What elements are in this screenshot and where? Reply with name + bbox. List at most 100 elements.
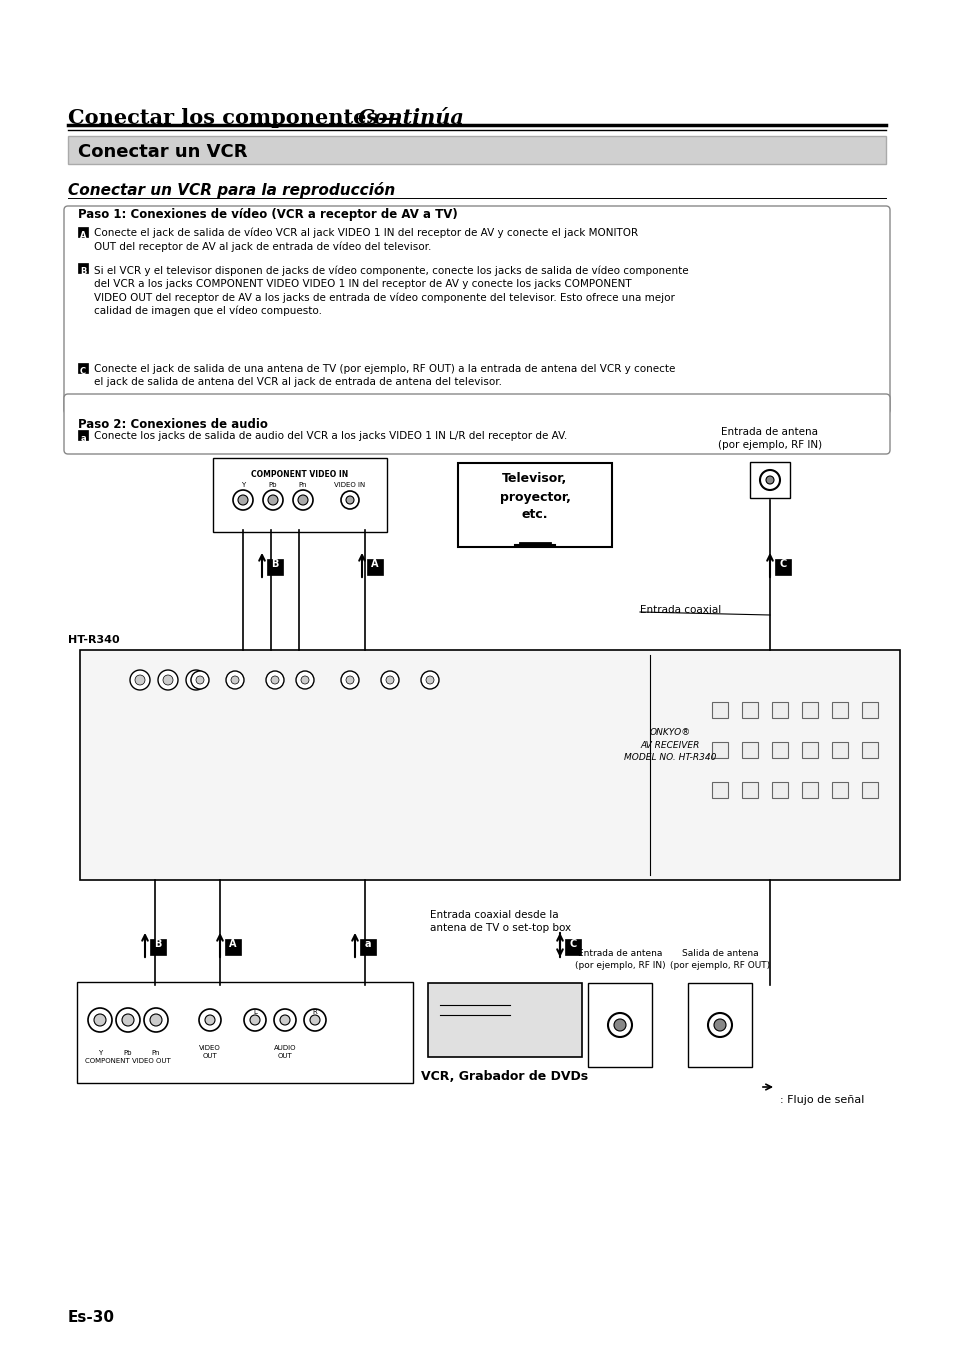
Text: Paso 2: Conexiones de audio: Paso 2: Conexiones de audio bbox=[78, 417, 268, 431]
Bar bbox=[801, 703, 817, 717]
Text: B: B bbox=[80, 267, 86, 276]
Text: R: R bbox=[313, 1009, 317, 1015]
FancyBboxPatch shape bbox=[78, 263, 88, 273]
Circle shape bbox=[244, 1009, 266, 1031]
Text: HT-R340: HT-R340 bbox=[68, 635, 119, 644]
Circle shape bbox=[266, 671, 284, 689]
FancyBboxPatch shape bbox=[267, 559, 283, 576]
Bar bbox=[801, 742, 817, 758]
Circle shape bbox=[231, 676, 239, 684]
Bar bbox=[831, 782, 847, 798]
FancyBboxPatch shape bbox=[225, 939, 241, 955]
Circle shape bbox=[150, 1015, 162, 1025]
Text: COMPONENT VIDEO OUT: COMPONENT VIDEO OUT bbox=[85, 1058, 171, 1065]
Circle shape bbox=[237, 494, 248, 505]
Circle shape bbox=[116, 1008, 140, 1032]
Circle shape bbox=[304, 1009, 326, 1031]
Text: Entrada coaxial desde la
antena de TV o set-top box: Entrada coaxial desde la antena de TV o … bbox=[430, 911, 571, 934]
Circle shape bbox=[293, 490, 313, 509]
Circle shape bbox=[346, 676, 354, 684]
FancyBboxPatch shape bbox=[367, 559, 382, 576]
Circle shape bbox=[263, 490, 283, 509]
Circle shape bbox=[295, 671, 314, 689]
Bar bbox=[771, 742, 787, 758]
Text: VCR, Grabador de DVDs: VCR, Grabador de DVDs bbox=[421, 1070, 588, 1084]
Bar bbox=[801, 782, 817, 798]
FancyBboxPatch shape bbox=[687, 984, 751, 1067]
Text: Entrada de antena
(por ejemplo, RF IN): Entrada de antena (por ejemplo, RF IN) bbox=[718, 427, 821, 450]
Text: a: a bbox=[364, 939, 371, 948]
Text: VIDEO
OUT: VIDEO OUT bbox=[199, 1046, 221, 1058]
Text: AUDIO
OUT: AUDIO OUT bbox=[274, 1046, 296, 1058]
Text: B: B bbox=[271, 559, 278, 569]
Circle shape bbox=[199, 1009, 221, 1031]
FancyBboxPatch shape bbox=[64, 205, 889, 413]
Circle shape bbox=[380, 671, 398, 689]
Text: Paso 1: Conexiones de vídeo (VCR a receptor de AV a TV): Paso 1: Conexiones de vídeo (VCR a recep… bbox=[78, 208, 457, 222]
FancyBboxPatch shape bbox=[774, 559, 790, 576]
Circle shape bbox=[122, 1015, 133, 1025]
Bar bbox=[862, 703, 877, 717]
Text: Si el VCR y el televisor disponen de jacks de vídeo componente, conecte los jack: Si el VCR y el televisor disponen de jac… bbox=[94, 265, 688, 316]
FancyBboxPatch shape bbox=[64, 394, 889, 454]
FancyBboxPatch shape bbox=[457, 463, 612, 547]
Circle shape bbox=[163, 676, 172, 685]
Circle shape bbox=[713, 1019, 725, 1031]
Circle shape bbox=[271, 676, 278, 684]
Text: Conectar un VCR: Conectar un VCR bbox=[78, 143, 247, 161]
Text: Pn: Pn bbox=[152, 1050, 160, 1056]
Circle shape bbox=[191, 671, 209, 689]
Bar bbox=[741, 742, 758, 758]
Circle shape bbox=[420, 671, 438, 689]
FancyBboxPatch shape bbox=[359, 939, 375, 955]
Circle shape bbox=[94, 1015, 106, 1025]
Bar bbox=[741, 782, 758, 798]
FancyBboxPatch shape bbox=[78, 363, 88, 373]
Circle shape bbox=[191, 676, 201, 685]
Text: Pn: Pn bbox=[298, 482, 307, 488]
FancyBboxPatch shape bbox=[77, 982, 413, 1084]
Bar bbox=[831, 742, 847, 758]
Circle shape bbox=[340, 671, 358, 689]
Circle shape bbox=[297, 494, 308, 505]
Circle shape bbox=[614, 1019, 625, 1031]
Circle shape bbox=[310, 1015, 319, 1025]
Text: Salida de antena
(por ejemplo, RF OUT): Salida de antena (por ejemplo, RF OUT) bbox=[669, 950, 769, 970]
Text: Continúa: Continúa bbox=[357, 108, 464, 128]
Circle shape bbox=[158, 670, 178, 690]
Circle shape bbox=[135, 676, 145, 685]
Text: A: A bbox=[371, 559, 378, 569]
Text: Conecte el jack de salida de vídeo VCR al jack VIDEO 1 IN del receptor de AV y c: Conecte el jack de salida de vídeo VCR a… bbox=[94, 228, 638, 253]
FancyBboxPatch shape bbox=[78, 430, 88, 440]
Text: Televisor,
proyector,
etc.: Televisor, proyector, etc. bbox=[499, 473, 570, 521]
Circle shape bbox=[205, 1015, 214, 1025]
Text: Conectar un VCR para la reproducción: Conectar un VCR para la reproducción bbox=[68, 182, 395, 199]
Circle shape bbox=[386, 676, 394, 684]
FancyBboxPatch shape bbox=[150, 939, 166, 955]
Circle shape bbox=[760, 470, 780, 490]
Bar bbox=[862, 782, 877, 798]
FancyBboxPatch shape bbox=[564, 939, 580, 955]
Bar bbox=[711, 782, 727, 798]
Bar bbox=[831, 703, 847, 717]
Text: L: L bbox=[253, 1009, 256, 1015]
Circle shape bbox=[426, 676, 434, 684]
Circle shape bbox=[233, 490, 253, 509]
Circle shape bbox=[268, 494, 277, 505]
FancyBboxPatch shape bbox=[428, 984, 581, 1056]
Circle shape bbox=[280, 1015, 290, 1025]
Text: Conecte los jacks de salida de audio del VCR a los jacks VIDEO 1 IN L/R del rece: Conecte los jacks de salida de audio del… bbox=[94, 431, 567, 440]
Circle shape bbox=[301, 676, 309, 684]
Text: C: C bbox=[80, 367, 86, 376]
Text: COMPONENT VIDEO IN: COMPONENT VIDEO IN bbox=[251, 470, 348, 480]
Text: : Flujo de señal: : Flujo de señal bbox=[780, 1096, 863, 1105]
Circle shape bbox=[250, 1015, 260, 1025]
Bar bbox=[711, 742, 727, 758]
FancyBboxPatch shape bbox=[213, 458, 387, 532]
Circle shape bbox=[88, 1008, 112, 1032]
FancyBboxPatch shape bbox=[68, 136, 885, 163]
Text: C: C bbox=[569, 939, 576, 948]
Text: Entrada coaxial: Entrada coaxial bbox=[639, 605, 720, 615]
Text: B: B bbox=[154, 939, 161, 948]
Text: VIDEO IN: VIDEO IN bbox=[334, 482, 365, 488]
